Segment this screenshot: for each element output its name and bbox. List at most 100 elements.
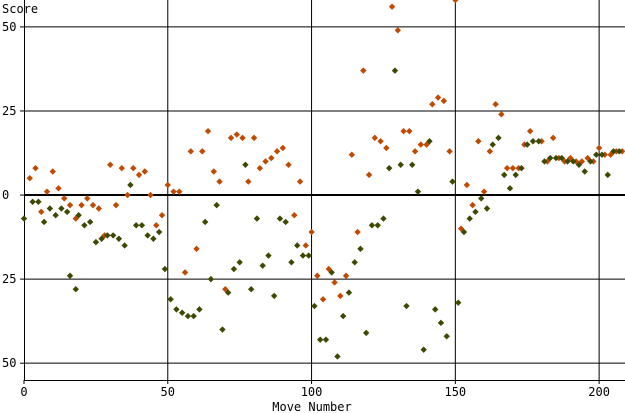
y-tick-label: 50 bbox=[2, 356, 16, 370]
data-point bbox=[302, 242, 310, 249]
data-point bbox=[446, 148, 453, 155]
data-point bbox=[377, 138, 384, 145]
data-point bbox=[29, 198, 36, 205]
data-point bbox=[501, 171, 508, 179]
data-point bbox=[107, 161, 114, 168]
data-point bbox=[578, 158, 586, 165]
data-point bbox=[38, 208, 45, 216]
data-point bbox=[26, 175, 33, 182]
data-point bbox=[512, 171, 519, 179]
data-point bbox=[273, 148, 281, 155]
data-point bbox=[190, 312, 197, 320]
y-tick-label: 0 bbox=[2, 188, 9, 202]
data-point bbox=[541, 158, 548, 165]
data-point bbox=[524, 141, 531, 148]
x-tick-label: 100 bbox=[301, 385, 323, 399]
data-point bbox=[61, 195, 68, 202]
data-point bbox=[388, 3, 396, 10]
data-point bbox=[584, 154, 591, 162]
data-point bbox=[84, 195, 91, 202]
y-tick-label: 50 bbox=[2, 20, 16, 34]
data-point bbox=[35, 198, 42, 205]
data-point bbox=[66, 201, 74, 209]
data-point bbox=[368, 222, 376, 229]
data-point bbox=[570, 158, 577, 165]
data-point bbox=[89, 201, 97, 209]
y-axis-label: Score bbox=[2, 2, 38, 16]
data-point bbox=[449, 178, 456, 185]
data-point bbox=[55, 185, 62, 192]
data-point bbox=[58, 205, 65, 212]
data-point bbox=[360, 67, 367, 74]
data-point bbox=[63, 208, 71, 216]
data-point bbox=[193, 245, 200, 253]
data-point bbox=[259, 262, 266, 269]
data-point bbox=[270, 292, 278, 300]
data-point bbox=[549, 134, 557, 142]
data-point bbox=[141, 168, 148, 175]
data-point bbox=[265, 252, 272, 259]
data-point bbox=[331, 279, 338, 286]
grid-layer bbox=[24, 0, 625, 380]
data-point bbox=[227, 134, 235, 142]
data-point bbox=[32, 164, 39, 172]
x-tick-label: 0 bbox=[20, 385, 27, 399]
points-layer bbox=[20, 0, 625, 360]
data-point bbox=[49, 168, 56, 175]
data-point bbox=[173, 306, 180, 313]
data-point bbox=[503, 164, 511, 172]
data-point bbox=[328, 269, 335, 276]
data-point bbox=[78, 201, 85, 209]
data-point bbox=[138, 222, 146, 229]
data-point bbox=[420, 346, 427, 353]
data-point bbox=[199, 148, 206, 155]
data-point bbox=[429, 101, 436, 108]
data-point bbox=[411, 148, 419, 155]
data-point bbox=[526, 127, 534, 135]
tick-labels-layer: 0 50 100 150 200 50 25 0 25 50 bbox=[2, 20, 610, 399]
data-point bbox=[299, 252, 307, 259]
data-point bbox=[518, 164, 525, 172]
data-point bbox=[406, 127, 413, 135]
data-point bbox=[365, 171, 373, 179]
data-point bbox=[178, 309, 186, 316]
data-point bbox=[426, 138, 433, 145]
data-point bbox=[118, 164, 125, 172]
data-point bbox=[112, 201, 120, 209]
data-point bbox=[440, 97, 448, 105]
data-point bbox=[132, 222, 140, 229]
data-point bbox=[282, 218, 289, 226]
x-axis-label: Move Number bbox=[272, 400, 351, 413]
data-point bbox=[236, 259, 243, 266]
data-point bbox=[213, 201, 220, 209]
data-point bbox=[135, 171, 143, 179]
data-point bbox=[161, 265, 169, 273]
data-point bbox=[210, 168, 217, 175]
data-point bbox=[495, 134, 502, 142]
y-tick-label: 25 bbox=[2, 104, 16, 118]
data-point bbox=[506, 185, 514, 192]
data-point bbox=[150, 235, 157, 242]
data-point bbox=[20, 215, 28, 222]
data-point bbox=[472, 208, 479, 216]
data-point bbox=[92, 238, 100, 246]
data-point bbox=[130, 164, 137, 172]
x-tick-label: 200 bbox=[588, 385, 610, 399]
data-point bbox=[40, 218, 48, 226]
data-point bbox=[291, 212, 298, 219]
data-point bbox=[558, 154, 565, 162]
data-point bbox=[383, 144, 390, 152]
data-point bbox=[268, 154, 275, 162]
data-point bbox=[417, 141, 425, 148]
data-point bbox=[337, 292, 344, 300]
data-point bbox=[610, 148, 617, 155]
data-point bbox=[296, 178, 304, 185]
data-point bbox=[593, 151, 600, 158]
data-point bbox=[322, 336, 330, 343]
data-point bbox=[262, 158, 269, 165]
data-point bbox=[342, 272, 350, 279]
data-point bbox=[253, 215, 261, 222]
data-point bbox=[386, 164, 393, 172]
data-point bbox=[498, 111, 505, 118]
